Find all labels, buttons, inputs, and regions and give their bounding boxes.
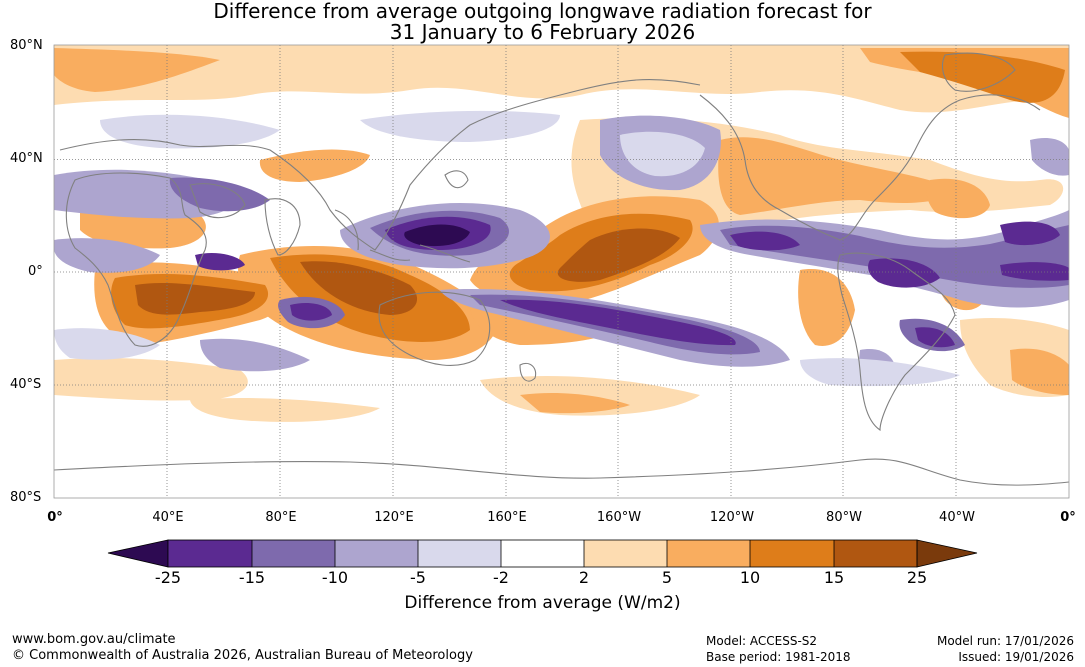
anomaly-region <box>1000 262 1069 281</box>
lon-label-120w: 120°W <box>709 510 755 525</box>
coastline-australia <box>378 291 491 366</box>
anomaly-region <box>135 282 255 315</box>
anomaly-region <box>169 177 270 212</box>
colorbar-swatch <box>168 540 252 567</box>
coastline-new-zealand <box>519 362 537 382</box>
anomaly-region <box>259 149 370 182</box>
footer-copyright: © Commonwealth of Australia 2026, Austra… <box>12 648 473 663</box>
coastline-japan <box>444 170 469 189</box>
footer-issued: Issued: 19/01/2026 <box>958 650 1074 664</box>
colorbar-title: Difference from average (W/m2) <box>404 593 681 613</box>
anomaly-region <box>54 45 1069 113</box>
anomaly-region <box>915 327 955 348</box>
colorbar-tick-label: -15 <box>238 568 266 587</box>
colorbar-tick-label: -10 <box>321 568 349 587</box>
colorbar-swatch <box>335 540 418 567</box>
anomaly-region <box>620 131 705 177</box>
colorbar-arrow-high <box>916 539 978 568</box>
coastline-north-america <box>699 94 1041 241</box>
lon-label-80e: 80°E <box>265 510 297 525</box>
coastline-antarctica <box>54 458 1069 486</box>
anomaly-region <box>190 397 380 422</box>
colorbar-swatch <box>418 540 501 567</box>
anomaly-field <box>54 45 1069 498</box>
anomaly-region <box>926 178 990 219</box>
colorbar-swatch <box>667 540 750 567</box>
colorbar-swatch <box>584 540 667 567</box>
colorbar <box>107 539 978 568</box>
lon-label-80w: 80°W <box>826 510 862 525</box>
lat-label-equator: 0° <box>28 264 43 279</box>
lon-label-40w: 40°W <box>939 510 975 525</box>
footer-base-period: Base period: 1981-2018 <box>706 650 851 664</box>
lon-label-120e: 120°E <box>374 510 414 525</box>
anomaly-region <box>1030 138 1069 176</box>
colorbar-tick-label: 15 <box>823 568 845 587</box>
anomaly-region <box>360 110 560 142</box>
colorbar-tick-label: -5 <box>410 568 426 587</box>
colorbar-swatch <box>252 540 335 567</box>
lat-label-80s: 80°S <box>10 490 42 505</box>
map-title-line-1: Difference from average outgoing longwav… <box>213 0 872 23</box>
lat-label-40s: 40°S <box>10 377 42 392</box>
coastline-india <box>264 198 301 256</box>
anomaly-region <box>557 228 680 282</box>
colorbar-tick-label: 2 <box>578 568 590 587</box>
lon-label-0-right: 0° <box>1060 510 1076 525</box>
anomaly-region <box>1000 221 1060 246</box>
lon-label-0-left: 0° <box>47 510 63 525</box>
anomaly-region <box>900 51 1065 103</box>
footer-website: www.bom.gov.au/climate <box>12 632 176 647</box>
anomaly-region <box>54 238 160 273</box>
lon-label-160e: 160°E <box>487 510 527 525</box>
footer-model-run: Model run: 17/01/2026 <box>936 634 1074 648</box>
colorbar-tick-label: -25 <box>154 568 182 587</box>
anomaly-region <box>500 299 736 346</box>
colorbar-tick-label: 25 <box>906 568 928 587</box>
anomaly-region <box>800 358 960 387</box>
anomaly-region <box>195 253 245 271</box>
colorbar-swatch <box>834 540 917 567</box>
anomaly-region <box>730 231 800 251</box>
footer-model: Model: ACCESS-S2 <box>706 634 818 648</box>
graticule <box>54 45 1069 498</box>
colorbar-arrow-low <box>107 539 169 568</box>
coastline-africa <box>65 172 207 347</box>
lat-label-40n: 40°N <box>10 151 43 166</box>
lat-label-80n: 80°N <box>10 38 43 53</box>
anomaly-region <box>404 224 470 247</box>
lon-label-40e: 40°E <box>152 510 184 525</box>
coastline-arabia <box>189 183 246 219</box>
anomaly-region <box>54 328 160 360</box>
colorbar-swatch <box>750 540 834 567</box>
coastline-se-asia <box>334 209 471 263</box>
lon-label-160w: 160°W <box>596 510 642 525</box>
anomaly-region <box>520 393 630 414</box>
anomaly-region <box>1010 348 1069 395</box>
anomaly-region <box>54 48 220 92</box>
map-title-line-2: 31 January to 6 February 2026 <box>389 20 696 44</box>
coastline-greenland <box>941 52 1016 92</box>
coastline-eurasia <box>59 79 701 251</box>
colorbar-tick-label: -2 <box>493 568 509 587</box>
map-frame <box>53 44 1070 499</box>
coastlines <box>54 52 1069 486</box>
anomaly-region <box>200 338 310 372</box>
anomaly-region <box>290 303 332 321</box>
colorbar-swatch <box>501 540 584 567</box>
colorbar-tick-label: 10 <box>739 568 761 587</box>
anomaly-region <box>868 258 940 288</box>
colorbar-tick-label: 5 <box>661 568 673 587</box>
coastline-south-america <box>837 252 956 432</box>
anomaly-region <box>718 137 960 215</box>
anomaly-region <box>54 358 248 401</box>
